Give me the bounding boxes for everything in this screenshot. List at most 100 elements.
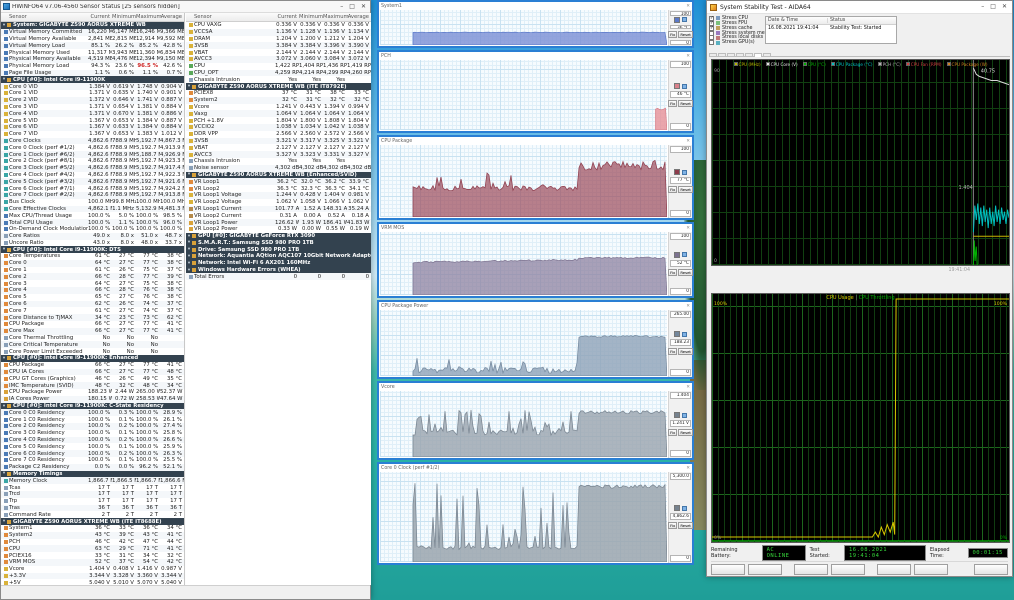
collapse-carat-icon[interactable]: ▾ [2, 22, 6, 28]
sensor-row[interactable]: System2 43 °C 39 °C 43 °C 41 °C [1, 531, 184, 539]
graph-fix-button[interactable]: Fix [668, 100, 678, 107]
log-row[interactable]: 16.08.2021 19:41:04 Stability Test: Star… [766, 25, 896, 32]
sensor-row[interactable]: Page File Usage 1.1 % 0.6 % 1.1 % 0.7 % [1, 69, 184, 77]
sensor-row[interactable]: System2 32 °C 31 °C 32 °C 32 °C [186, 96, 371, 104]
sensor-row[interactable]: Total CPU Usage 100.0 % 1.1 % 100.0 % 96… [1, 219, 184, 226]
sensor-row[interactable]: Core 6 62 °C 26 °C 74 °C 37 °C [1, 300, 184, 308]
stress-checkbox[interactable]: Stress GPU(s) [709, 40, 1010, 46]
sensor-row[interactable]: Core 2 C0 Residency 100.0 % 0.2 % 100.0 … [1, 423, 184, 430]
sensor-row[interactable]: Trcd 17 T 17 T 17 T 17 T [1, 490, 184, 498]
graph-color-swatch[interactable] [674, 16, 680, 23]
graph-max-input[interactable]: 5,300.0 [670, 473, 691, 480]
sensor-row[interactable]: Core 3 C0 Residency 100.0 % 0.1 % 100.0 … [1, 430, 184, 437]
aida-button[interactable] [794, 563, 828, 575]
sensor-row[interactable]: Core 0 64 °C 27 °C 77 °C 38 °C [1, 259, 184, 267]
sensor-row[interactable]: Core 4 66 °C 28 °C 76 °C 38 °C [1, 287, 184, 294]
sensor-row[interactable]: Core 1 C0 Residency 100.0 % 0.1 % 100.0 … [1, 416, 184, 423]
sensor-row[interactable]: Core 5 VID 1.367 V 0.653 V 1.384 V 0.887… [1, 117, 184, 124]
sensor-row[interactable]: CPU_OPT 4,259 RPM 4,214 RPM 4,299 RPM 4,… [186, 69, 371, 77]
graph-color-swatch[interactable] [674, 331, 680, 337]
sensor-row[interactable]: Tcas 17 T 17 T 17 T 17 T [1, 484, 184, 491]
log-header[interactable]: Date & Time Status [766, 17, 896, 25]
graph-titlebar[interactable]: CPU Package Power ✕ [379, 302, 692, 310]
graph-color-swatch[interactable] [674, 169, 680, 175]
sensor-section-row[interactable]: ▾ Drive: Samsung SSD 980 PRO 1TB [186, 246, 371, 254]
graph-min-input[interactable]: 0 [670, 40, 691, 46]
sensor-row[interactable]: Core 7 Clock (perf #2/2) 4,862.6 MHz 788… [1, 191, 184, 199]
graph-secondary-swatch[interactable] [682, 83, 687, 89]
sensor-row[interactable]: 3VSB 3.321 V 3.317 V 3.325 V 3.321 V [186, 137, 371, 145]
sensor-row[interactable]: Core 3 64 °C 27 °C 75 °C 38 °C [1, 280, 184, 287]
collapse-carat-icon[interactable]: ▾ [187, 267, 191, 273]
sensor-row[interactable]: VRM MOS 52 °C 37 °C 54 °C 42 °C [1, 558, 184, 566]
sensor-row[interactable]: VR Loop1 36.2 °C 32.0 °C 36.2 °C 33.9 °C [186, 178, 371, 186]
graph-fix-button[interactable]: Fix [668, 186, 678, 193]
sensor-row[interactable]: CPU VAXG 0.336 V 0.336 V 0.336 V 0.336 V [186, 22, 371, 29]
aida-tab[interactable] [727, 53, 735, 56]
checkbox-icon[interactable] [709, 30, 714, 36]
graph-max-input[interactable]: 100 [670, 11, 691, 16]
sensor-row[interactable]: +5V 5.040 V 5.010 V 5.070 V 5.040 V [1, 579, 184, 585]
sensor-row[interactable]: Vcore 1.404 V 0.408 V 1.416 V 0.987 V [1, 566, 184, 573]
sensor-row[interactable]: Core 4 C0 Residency 100.0 % 0.2 % 100.0 … [1, 436, 184, 444]
stress-checkbox[interactable]: ✓ Stress cache [709, 25, 1010, 31]
sensor-row[interactable]: VBAT 2.144 V 2.144 V 2.144 V 2.144 V [186, 49, 371, 56]
collapse-carat-icon[interactable]: ▾ [187, 233, 191, 239]
sensor-section-row[interactable]: ▾ S.M.A.R.T.: Samsung SSD 980 PRO 1TB [186, 239, 371, 247]
sensor-row[interactable]: AVCC3 3.327 V 3.323 V 3.331 V 3.327 V [186, 151, 371, 158]
sensor-row[interactable]: VCCIO2 1.038 V 1.034 V 1.042 V 1.038 V [186, 123, 371, 131]
collapse-carat-icon[interactable]: ▾ [187, 247, 191, 253]
graph-min-input[interactable]: 0 [670, 450, 691, 457]
sensor-row[interactable]: VR Loop1 Voltage 1.244 V 0.428 V 1.404 V… [186, 191, 371, 199]
sensor-row[interactable]: Core 7 61 °C 27 °C 74 °C 37 °C [1, 307, 184, 314]
sensor-row[interactable]: Core 1 61 °C 26 °C 75 °C 37 °C [1, 267, 184, 274]
stress-checkbox[interactable]: ✓ Stress FPU [709, 20, 1010, 26]
graph-secondary-swatch[interactable] [682, 17, 687, 23]
graph-fix-button[interactable]: Fix [668, 348, 678, 355]
hwinfo-titlebar[interactable]: HWiNFO64 v7.06-4560 Sensor Status [25 se… [1, 1, 370, 13]
graph-titlebar[interactable]: VRM MOS ✕ [379, 224, 692, 232]
sensor-section-row[interactable]: ▾ GIGABYTE Z590 AORUS XTREME WB (ITE IT8… [186, 83, 371, 90]
sensor-row[interactable]: Noise sensor 4,302 dB 4,302 dB 4,302 dB … [186, 164, 371, 172]
sensor-section-row[interactable]: ▾ Windows Hardware Errors (WHEA) [186, 266, 371, 274]
maximize-icon[interactable]: □ [990, 3, 996, 10]
sensor-section-row[interactable]: ▾ CPU [#0]: Intel Core i9-11900K [1, 76, 184, 84]
sensor-row[interactable]: Physical Memory Available 4,519 MB 4,476… [1, 55, 184, 63]
sensor-row[interactable]: Chassis Intrusion Yes Yes Yes [186, 158, 371, 165]
sensor-section-row[interactable]: ▾ GIGABYTE Z590 AORUS XTREME WB (Enhance… [186, 171, 371, 179]
graph-fix-button[interactable]: Fix [668, 429, 678, 436]
graph-secondary-swatch[interactable] [682, 412, 687, 418]
sensor-row[interactable]: Core Effective Clocks 4,862.1 MHz 1.1 MH… [1, 205, 184, 213]
sensor-row[interactable]: System1 36 °C 33 °C 36 °C 34 °C [1, 525, 184, 532]
sensor-row[interactable]: Core 7 VID 1.367 V 0.653 V 1.383 V 1.012… [1, 131, 184, 138]
graph-reset-button[interactable]: Reset [678, 348, 693, 355]
legend-item[interactable]: CPU Fan (RPM) [905, 62, 942, 67]
graph-secondary-swatch[interactable] [682, 252, 687, 257]
sensor-row[interactable]: VCCSA 1.136 V 1.128 V 1.136 V 1.134 V [186, 28, 371, 36]
graph-max-input[interactable]: 100 [670, 146, 691, 153]
sensor-row[interactable]: PCIEX16 33 °C 31 °C 34 °C 32 °C [1, 552, 184, 559]
sensor-row[interactable]: Max CPU/Thread Usage 100.0 % 5.0 % 100.0… [1, 212, 184, 219]
collapse-carat-icon[interactable]: ▾ [2, 247, 6, 253]
graph-close-icon[interactable]: ✕ [686, 225, 690, 231]
sensor-section-row[interactable]: ▾ GPU [#0]: GIGABYTE GeForce RTX 3090 [186, 232, 371, 240]
sensor-row[interactable]: Memory Clock 1,866.7 MHz 1,866.5 MHz 1,8… [1, 477, 184, 485]
sensor-row[interactable]: Core 2 VID 1.372 V 0.646 V 1.741 V 0.887… [1, 96, 184, 104]
sensor-row[interactable]: Core 5 65 °C 27 °C 76 °C 38 °C [1, 294, 184, 301]
sensor-section-row[interactable]: ▾ CPU [#0]: Intel Core i9-11900K: Enhanc… [1, 355, 184, 362]
sensor-row[interactable]: Core 0 C0 Residency 100.0 % 0.3 % 100.0 … [1, 409, 184, 417]
collapse-carat-icon[interactable]: ▾ [187, 172, 191, 178]
sensor-row[interactable]: Core 2 66 °C 28 °C 77 °C 39 °C [1, 273, 184, 281]
graph-close-icon[interactable]: ✕ [686, 3, 690, 9]
minimize-icon[interactable]: – [340, 2, 344, 10]
sensor-row[interactable]: VR Loop2 Current 0.31 A 0.00 A 0.52 A 0.… [186, 212, 371, 219]
sensor-row[interactable]: CPU 63 °C 29 °C 71 °C 41 °C [1, 545, 184, 553]
sensor-row[interactable]: Virtual Memory Committed 16,220 MB 6,147… [1, 28, 184, 36]
sensor-row[interactable]: Core Power Limit Exceeded No No No [1, 348, 184, 355]
sensor-row[interactable]: Core 1 VID 1.371 V 0.635 V 1.740 V 0.901… [1, 90, 184, 97]
sensor-row[interactable]: Core Ratios 49.0 x 8.0 x 51.0 x 48.7 x [1, 232, 184, 240]
aida-button[interactable] [831, 563, 865, 575]
graph-color-swatch[interactable] [674, 83, 680, 89]
sensor-row[interactable]: Core Clocks 4,862.6 MHz 788.9 MHz 5,192.… [1, 137, 184, 145]
sensor-row[interactable]: Vaxg 1.064 V 1.064 V 1.064 V 1.064 V [186, 110, 371, 118]
